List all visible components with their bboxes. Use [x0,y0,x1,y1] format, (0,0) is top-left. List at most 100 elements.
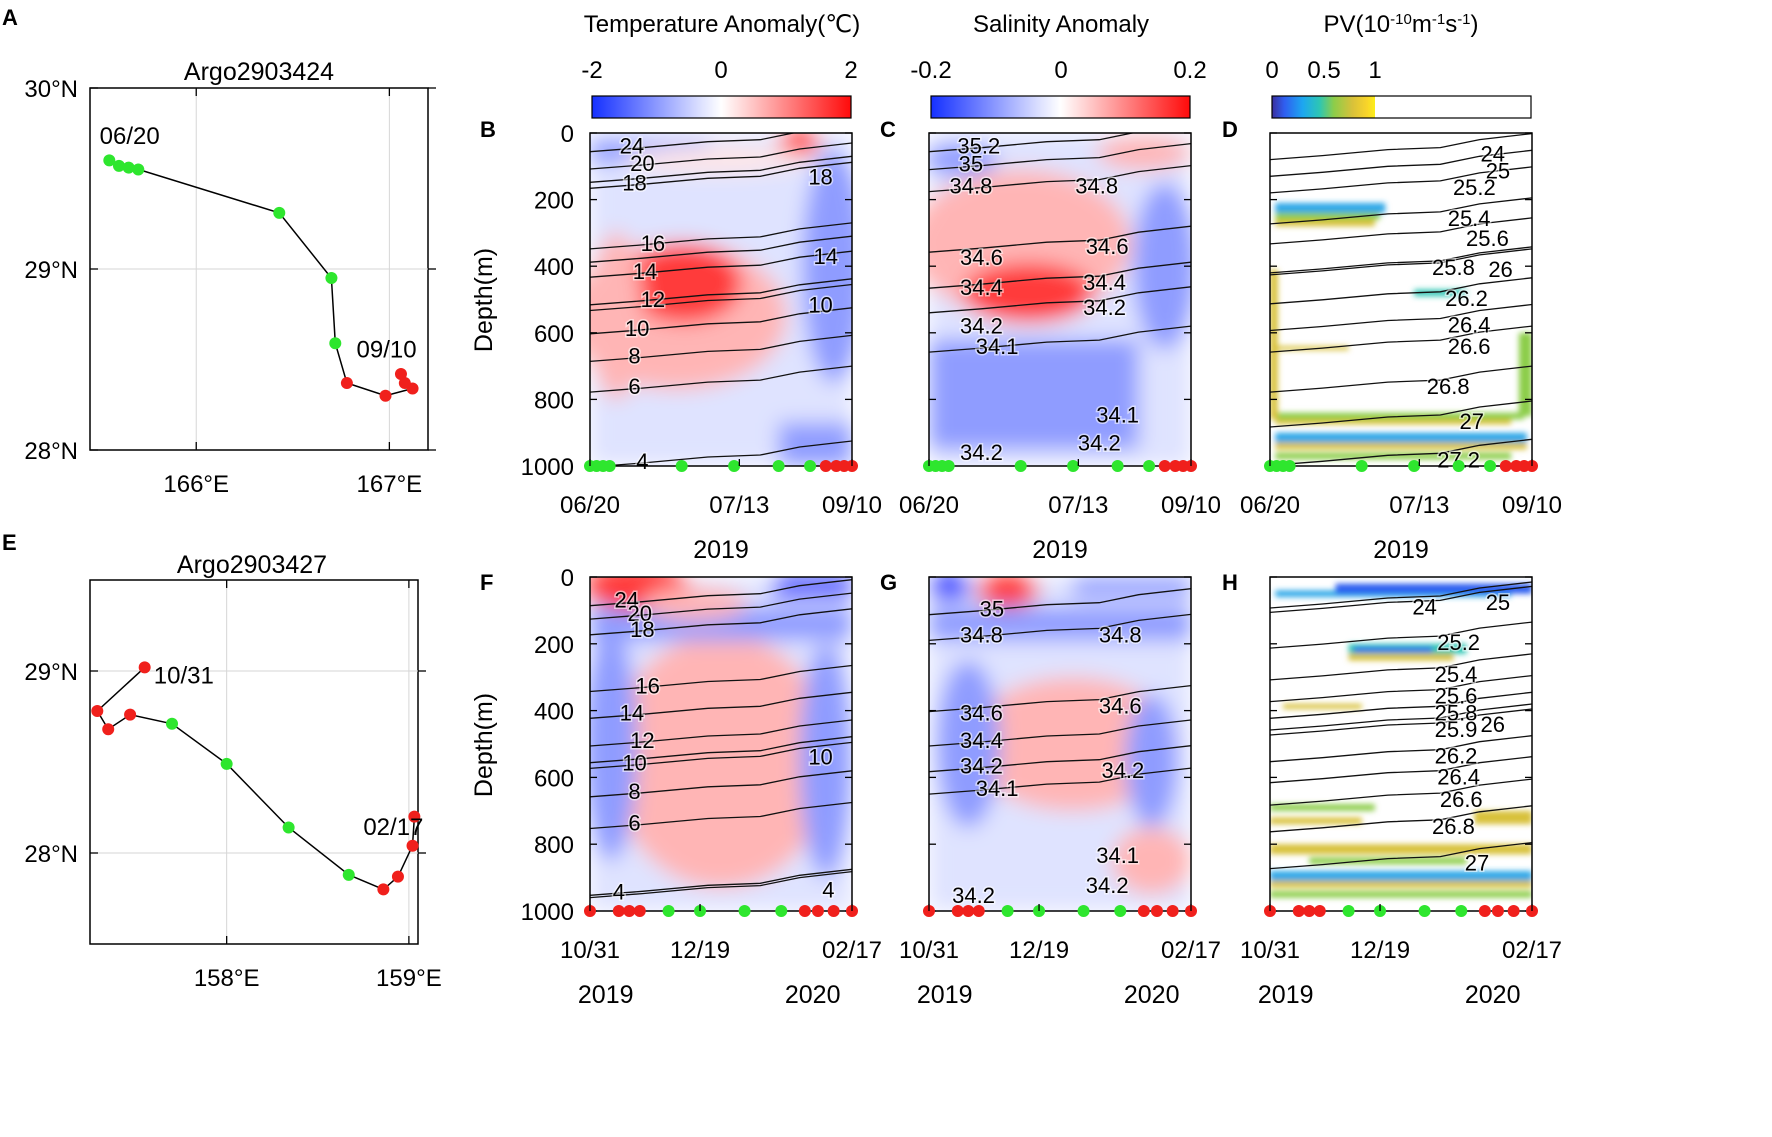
date-tick-label: 09/10 [822,492,882,519]
contour-line [929,225,1191,253]
date-tick-label: 10/31 [560,937,620,964]
contour-label: 26 [1480,712,1504,737]
colorbar-temp-tick: -2 [581,57,602,84]
contour-line [590,142,852,170]
contour-label: 34.8 [950,174,993,199]
contour-line [590,283,852,312]
profile-dot [1150,905,1163,917]
contour-lines [590,579,852,899]
float-position-dot [273,206,286,219]
profile-dot [819,460,832,472]
profile-dot [1014,460,1027,472]
contour-label: 26.8 [1432,814,1475,839]
date-tick-label: 02/17 [1161,937,1221,964]
pv-patch [1275,202,1386,213]
contour-lines [929,588,1191,795]
contour-label: 34.8 [1075,174,1118,199]
contour-line [590,868,852,896]
pv-patch [1270,346,1349,351]
contour-label: 34.2 [1083,295,1126,320]
profile-dot [827,905,840,917]
panel-letter-a: A [2,5,18,30]
float-position-dot [342,868,355,881]
section-frame [1269,132,1533,467]
colorbar-temp-tick: 0 [714,57,727,84]
date-tick-label: 10/31 [1240,937,1300,964]
colorbar-sal-title: Salinity Anomaly [973,11,1149,38]
contour-label: 25.6 [1435,684,1478,709]
pv-patch [1335,583,1532,594]
contour-line [590,579,852,607]
contour-label: 25.2 [1453,175,1496,200]
colorbar-sal-tick: -0.2 [910,57,951,84]
profile-dot [772,460,785,472]
float-position-dot [377,883,390,896]
contour-line [590,770,852,798]
float-position-dot [282,821,295,834]
map-xtick-label: 166°E [163,471,229,498]
section-frame [928,132,1192,467]
pv-patch [1275,419,1512,425]
contour-line [590,736,852,764]
profile-dot [1455,905,1468,917]
profile-dot [1408,460,1421,472]
contour-line [929,719,1191,747]
date-annotation: 09/10 [357,337,417,364]
profile-dot [1001,905,1014,917]
pv-patch [1414,289,1467,297]
contour-label: 6 [628,810,640,835]
contour-label: 26.8 [1427,374,1470,399]
profile-dot [1067,460,1080,472]
contour-label: 34.6 [1099,694,1142,719]
pv-patch [1353,647,1433,653]
contour-label: 34.1 [976,776,1019,801]
float-position-dot [394,367,407,380]
anomaly-patch [626,242,742,323]
contour-line [929,745,1191,773]
contour-line [590,222,852,250]
map-ytick-label: 30°N [24,76,78,103]
contour-line [590,235,852,263]
contour-label: 25 [1486,590,1510,615]
map-ytick-label: 28°N [24,841,78,868]
map-xtick-label: 158°E [194,965,260,992]
date-tick-label: 12/19 [670,937,730,964]
anomaly-patch [799,643,852,878]
contour-label: 34.1 [1096,402,1139,427]
profile-dot [612,905,625,917]
map-xtick-label: 167°E [357,471,423,498]
profile-dot [1303,905,1316,917]
contour-label: 4 [613,880,625,905]
section-background [1270,577,1532,911]
profile-dot [1143,460,1156,472]
contour-line [929,142,1191,171]
contour-label: 8 [628,779,640,804]
year-label: 2020 [1465,981,1521,1009]
contour-label: 14 [620,700,644,725]
contour-line [590,307,852,335]
contour-line [590,870,852,899]
map-ytick-label: 29°N [24,257,78,284]
anomaly-patch [778,422,852,466]
profile-dot [728,460,741,472]
float-position-dot [103,154,116,167]
contour-label: 10 [808,745,832,770]
contour-line [1270,248,1532,276]
contour-label: 27 [1465,851,1489,876]
colorbar-sal-tick: 0 [1054,57,1067,84]
contour-label: 25.8 [1432,255,1475,280]
contour-label: 25.9 [1435,717,1478,742]
contour-label: 34.1 [976,334,1019,359]
section-frame [1269,576,1533,912]
anomaly-patch [610,633,832,888]
profile-dot [1342,905,1355,917]
contour-label: 20 [628,601,652,626]
float-position-dot [340,377,353,390]
contour-label: 34.2 [1086,873,1129,898]
profile-dot [738,905,751,917]
contour-label: 14 [633,259,657,284]
anomaly-patch [1073,577,1191,598]
contour-line [1270,365,1532,393]
